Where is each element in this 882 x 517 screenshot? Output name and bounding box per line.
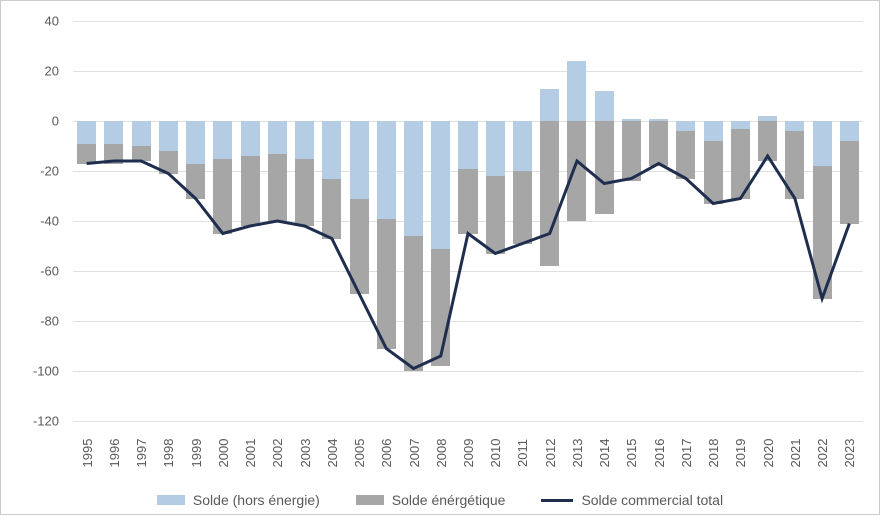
x-tick-label: 2007 <box>407 439 422 468</box>
y-tick-label: -120 <box>19 414 59 429</box>
line-path <box>87 156 850 369</box>
x-tick-label: 2023 <box>842 439 857 468</box>
x-tick-label: 2022 <box>815 439 830 468</box>
y-tick-label: 0 <box>19 114 59 129</box>
legend-label: Solde commercial total <box>581 492 723 508</box>
legend: Solde (hors énergie) Solde énérgétique S… <box>1 492 879 508</box>
y-tick-label: -20 <box>19 164 59 179</box>
x-tick-label: 1997 <box>134 439 149 468</box>
x-tick-label: 1998 <box>161 439 176 468</box>
y-tick-label: -40 <box>19 214 59 229</box>
y-tick-label: -80 <box>19 314 59 329</box>
x-tick-label: 2019 <box>733 439 748 468</box>
x-tick-label: 2000 <box>216 439 231 468</box>
y-tick-label: -60 <box>19 264 59 279</box>
legend-swatch <box>157 495 185 505</box>
x-tick-label: 2021 <box>788 439 803 468</box>
x-tick-label: 2017 <box>679 439 694 468</box>
plot-area <box>73 21 863 421</box>
x-tick-label: 2020 <box>761 439 776 468</box>
x-tick-label: 2001 <box>243 439 258 468</box>
x-tick-label: 2009 <box>461 439 476 468</box>
legend-label: Solde (hors énergie) <box>193 492 320 508</box>
y-tick-label: -100 <box>19 364 59 379</box>
x-tick-label: 2016 <box>652 439 667 468</box>
gridline <box>73 421 863 422</box>
x-tick-label: 1999 <box>189 439 204 468</box>
y-tick-label: 20 <box>19 64 59 79</box>
x-tick-label: 2003 <box>298 439 313 468</box>
x-tick-label: 2002 <box>270 439 285 468</box>
x-tick-label: 2012 <box>543 439 558 468</box>
x-tick-label: 2008 <box>434 439 449 468</box>
legend-item-hors-energie: Solde (hors énergie) <box>157 492 320 508</box>
x-tick-label: 2004 <box>325 439 340 468</box>
x-tick-label: 2006 <box>379 439 394 468</box>
legend-item-energetique: Solde énérgétique <box>356 492 506 508</box>
x-tick-label: 2015 <box>624 439 639 468</box>
x-tick-label: 2011 <box>515 439 530 467</box>
x-tick-label: 2018 <box>706 439 721 468</box>
y-tick-label: 40 <box>19 14 59 29</box>
x-tick-label: 1996 <box>107 439 122 468</box>
legend-swatch <box>356 495 384 505</box>
x-tick-label: 2014 <box>597 439 612 468</box>
chart-container: Solde (hors énergie) Solde énérgétique S… <box>0 0 880 515</box>
line-series <box>73 21 863 421</box>
legend-item-total: Solde commercial total <box>541 492 723 508</box>
legend-line-swatch <box>541 499 573 502</box>
x-tick-label: 1995 <box>80 439 95 468</box>
x-tick-label: 2005 <box>352 439 367 468</box>
x-tick-label: 2010 <box>488 439 503 468</box>
x-tick-label: 2013 <box>570 439 585 468</box>
legend-label: Solde énérgétique <box>392 492 506 508</box>
